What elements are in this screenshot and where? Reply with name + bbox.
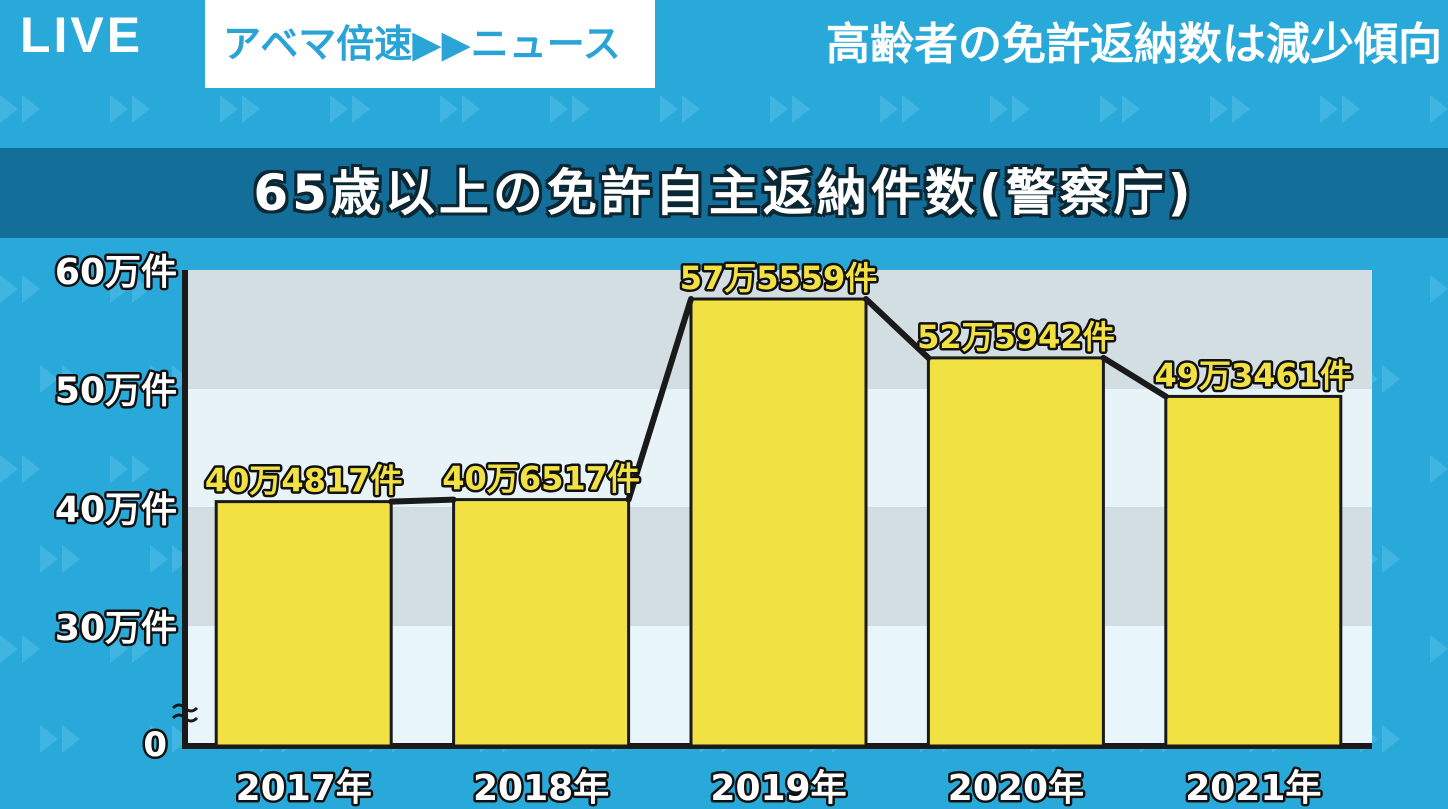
- chevron-decoration: [330, 95, 370, 123]
- data-label: 40万6517件: [442, 460, 640, 498]
- chevron-decoration: [40, 725, 80, 753]
- y-tick-label: 30万件: [55, 608, 177, 649]
- y-tick-label: 60万件: [55, 252, 177, 293]
- chevron-decoration: [1360, 725, 1400, 753]
- chart-title-band: 65歳以上の免許自主返納件数(警察庁): [0, 148, 1448, 238]
- data-label: 40万4817件: [205, 462, 403, 500]
- x-tick-label: 2020年: [948, 768, 1084, 809]
- broadcast-header: LIVE アベマ倍速▶▶ニュース 高齢者の免許返納数は減少傾向: [0, 0, 1448, 92]
- chevron-decoration: [0, 275, 40, 303]
- chevron-decoration: [440, 95, 480, 123]
- bar: [689, 297, 868, 748]
- chevron-decoration: [1100, 95, 1140, 123]
- chart-title: 65歳以上の免許自主返納件数(警察庁): [253, 164, 1195, 222]
- chevron-decoration: [0, 95, 40, 123]
- chevron-decoration: [110, 95, 150, 123]
- y-tick-label: 50万件: [55, 371, 177, 412]
- y-tick-label: 40万件: [55, 489, 177, 530]
- chevron-decoration: [150, 365, 190, 393]
- chevron-decoration: [990, 95, 1030, 123]
- data-label: 52万5942件: [917, 318, 1115, 356]
- chevron-decoration: [1360, 365, 1400, 393]
- headline: 高齢者の免許返納数は減少傾向: [826, 19, 1442, 70]
- connector-line: [625, 296, 694, 503]
- chevron-decoration: [40, 545, 80, 573]
- chevron-decoration: [220, 95, 260, 123]
- data-label: 49万3461件: [1154, 356, 1352, 394]
- chevron-decoration: [1430, 95, 1448, 123]
- connector-line: [1100, 354, 1169, 400]
- chevron-decoration: [0, 455, 40, 483]
- chevron-decoration: [770, 95, 810, 123]
- live-label: LIVE: [20, 7, 144, 63]
- axis-break-mark: [171, 703, 199, 723]
- connector-line: [863, 296, 932, 361]
- chevron-decoration: [1430, 635, 1448, 663]
- chevron-decoration: [1430, 455, 1448, 483]
- chevron-decoration: [110, 455, 150, 483]
- bar: [452, 498, 631, 748]
- chevron-decoration: [110, 275, 150, 303]
- chevron-decoration: [880, 95, 920, 123]
- bar: [926, 356, 1105, 748]
- chevron-decoration: [1360, 545, 1400, 573]
- chevron-decoration: [1320, 95, 1360, 123]
- chevron-decoration: [660, 95, 700, 123]
- chevron-decoration: [150, 545, 190, 573]
- y-tick-label-zero: 0: [143, 725, 167, 765]
- chevron-decoration: [110, 635, 150, 663]
- data-label: 57万5559件: [680, 259, 878, 297]
- chevron-decoration: [150, 725, 190, 753]
- chevron-decoration: [1430, 275, 1448, 303]
- chevron-decoration: [550, 95, 590, 123]
- connector-line: [388, 496, 457, 505]
- x-tick-label: 2017年: [236, 768, 372, 809]
- channel-name: アベマ倍速▶▶ニュース: [205, 0, 655, 88]
- x-tick-label: 2018年: [473, 768, 609, 809]
- bar: [1164, 394, 1343, 748]
- x-tick-label: 2019年: [710, 768, 846, 809]
- chevron-decoration: [0, 635, 40, 663]
- bar: [214, 500, 393, 748]
- chevron-decoration: [40, 365, 80, 393]
- chevron-decoration: [1210, 95, 1250, 123]
- x-tick-label: 2021年: [1185, 768, 1321, 809]
- bar-chart: 30万件 40万件 50万件 60万件 0 40万4817件 40万6517件 57万5559…: [52, 250, 1372, 809]
